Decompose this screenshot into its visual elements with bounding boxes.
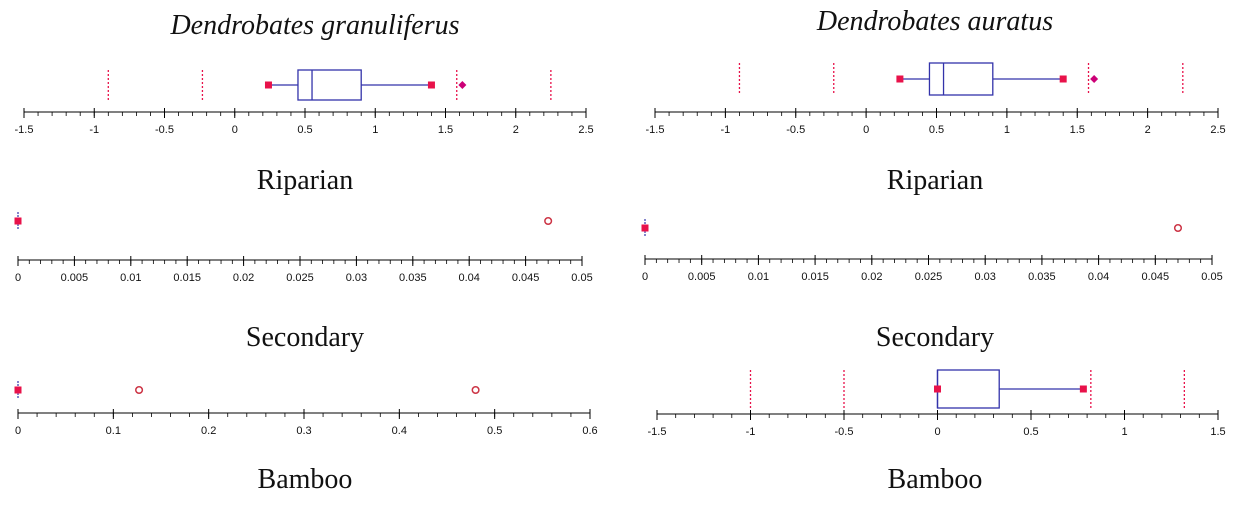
tick-label: 0.03 [346, 272, 367, 284]
tick-label: 0 [642, 271, 648, 283]
tick-label: 0.025 [915, 271, 943, 283]
tick-label: -1 [746, 426, 756, 438]
tick-label: -1.5 [648, 426, 667, 438]
tick-label: 0.02 [233, 272, 254, 284]
tick-label: 1.5 [1070, 124, 1085, 136]
tick-label: 1 [1121, 426, 1127, 438]
tick-label: 0.01 [120, 272, 141, 284]
tick-label: 0 [15, 425, 21, 437]
tick-label: -1.5 [646, 124, 665, 136]
tick-label: 0.5 [929, 124, 944, 136]
whisker-cap-max [1079, 385, 1087, 393]
box [936, 369, 1000, 409]
xlabel-granuliferus-secondary: Secondary [245, 322, 365, 353]
tick-label: -0.5 [835, 426, 854, 438]
tick-label: 0.03 [974, 271, 995, 283]
tick-label: -1 [89, 124, 99, 136]
xlabel-auratus-bamboo: Bamboo [887, 464, 983, 495]
tick-label: 0.4 [392, 425, 407, 437]
tick-label: 0.04 [1088, 271, 1109, 283]
tick-label: 2 [513, 124, 519, 136]
xlabel-auratus-secondary: Secondary [875, 322, 995, 353]
tick-label: 0.005 [688, 271, 716, 283]
xlabel-auratus-riparian: Riparian [886, 165, 984, 196]
whisker-cap [14, 217, 22, 225]
tick-label: 1 [1004, 124, 1010, 136]
tick-label: 1 [372, 124, 378, 136]
tick-label: 0.015 [173, 272, 201, 284]
tick-label: 0.01 [748, 271, 769, 283]
box [928, 62, 994, 96]
box-plot-panel-5: -1.5 -1 -0.5 0 0.5 1 1.5 [648, 369, 1226, 438]
tick-label: 0.2 [201, 425, 216, 437]
box-plot-panel-0: -1.5 -1 -0.5 0 0.5 1 1.5 2 2.5 [15, 69, 594, 136]
column-title-granuliferus: Dendrobates granuliferus [170, 10, 460, 41]
outlier-point [135, 385, 144, 395]
tick-label: -1.5 [15, 124, 34, 136]
tick-label: 0.005 [61, 272, 89, 284]
xlabel-granuliferus-bamboo: Bamboo [257, 464, 353, 495]
far-outlier-point [1090, 75, 1099, 83]
column-title-auratus: Dendrobates auratus [816, 6, 1054, 37]
box-plot-panel-2: 0 0.1 0.2 0.3 0.4 0.5 0.6 [14, 381, 598, 437]
tick-label: 0.045 [1142, 271, 1170, 283]
tick-label: 0.5 [487, 425, 502, 437]
tick-label: 0.015 [801, 271, 829, 283]
tick-label: 0.045 [512, 272, 540, 284]
tick-label: 0.025 [286, 272, 314, 284]
tick-label: 0.05 [1201, 271, 1222, 283]
box-plot-panel-3: -1.5 -1 -0.5 0 0.5 1 1.5 2 2.5 [646, 62, 1226, 136]
tick-label: 0 [863, 124, 869, 136]
tick-label: -0.5 [155, 124, 174, 136]
whisker-cap [14, 386, 22, 394]
whisker-cap [641, 224, 649, 232]
tick-label: -1 [720, 124, 730, 136]
whisker-cap-max [1059, 75, 1067, 83]
box-plot-panel-1: 0 0.005 0.01 0.015 0.02 0.025 0.03 0.035 0.04 0.0… [14, 212, 593, 284]
tick-label: 0.5 [1023, 426, 1038, 438]
tick-label: 1.5 [438, 124, 453, 136]
box [297, 69, 362, 101]
whisker-cap-max [427, 81, 435, 89]
tick-label: 2 [1145, 124, 1151, 136]
tick-label: 1.5 [1210, 426, 1225, 438]
tick-label: 0.05 [571, 272, 592, 284]
far-outlier-point [458, 81, 467, 89]
whisker-cap-min [264, 81, 272, 89]
outlier-point [544, 216, 553, 226]
tick-label: 0.1 [106, 425, 121, 437]
tick-label: 0.3 [296, 425, 311, 437]
tick-label: 2.5 [578, 124, 593, 136]
tick-label: 0.6 [582, 425, 597, 437]
whisker-cap-min [896, 75, 904, 83]
tick-label: 0 [15, 272, 21, 284]
whisker-cap-min [934, 385, 941, 393]
tick-label: 2.5 [1210, 124, 1225, 136]
tick-label: 0 [232, 124, 238, 136]
tick-label: 0.04 [458, 272, 479, 284]
tick-label: -0.5 [786, 124, 805, 136]
tick-label: 0.035 [399, 272, 427, 284]
outlier-point [1173, 223, 1183, 233]
tick-label: 0.02 [861, 271, 882, 283]
tick-label: 0 [934, 426, 940, 438]
tick-label: 0.035 [1028, 271, 1056, 283]
outlier-point [471, 385, 480, 395]
xlabel-granuliferus-riparian: Riparian [256, 165, 354, 196]
box-plot-panel-4: 0 0.005 0.01 0.015 0.02 0.025 0.03 0.035 0.04 0.0… [641, 219, 1223, 283]
tick-label: 0.5 [297, 124, 312, 136]
